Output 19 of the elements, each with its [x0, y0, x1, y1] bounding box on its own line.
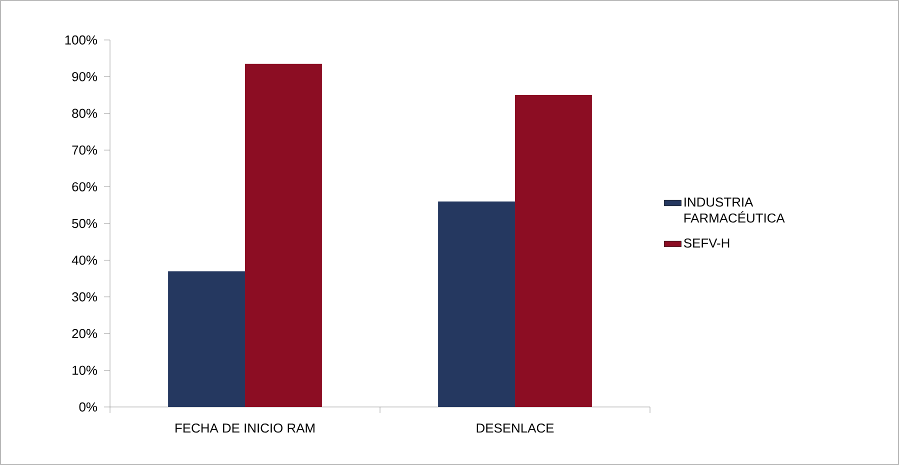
bar — [245, 64, 322, 407]
y-tick-label: 70% — [72, 145, 98, 155]
y-tick-label: 30% — [72, 292, 98, 302]
bar — [438, 201, 516, 407]
legend-label: SEFV-H — [684, 238, 730, 248]
bar — [515, 95, 592, 407]
bar — [168, 271, 246, 407]
y-tick-label: 20% — [72, 328, 98, 338]
y-tick-label: 100% — [65, 35, 98, 45]
y-tick-label: 40% — [72, 256, 98, 265]
x-tick-label: DESENLACE — [476, 423, 554, 433]
y-tick-label: 50% — [72, 218, 98, 228]
y-tick-label: 80% — [72, 108, 98, 118]
y-tick-label: 90% — [72, 72, 98, 82]
y-tick-label: 60% — [72, 182, 98, 192]
x-tick-label: FECHA DE INICIO RAM — [176, 423, 314, 433]
y-tick-label: 10% — [72, 366, 98, 375]
y-tick-label: 0% — [79, 402, 98, 412]
legend-label: INDUSTRIA FARMACÉUTICA — [684, 198, 785, 223]
